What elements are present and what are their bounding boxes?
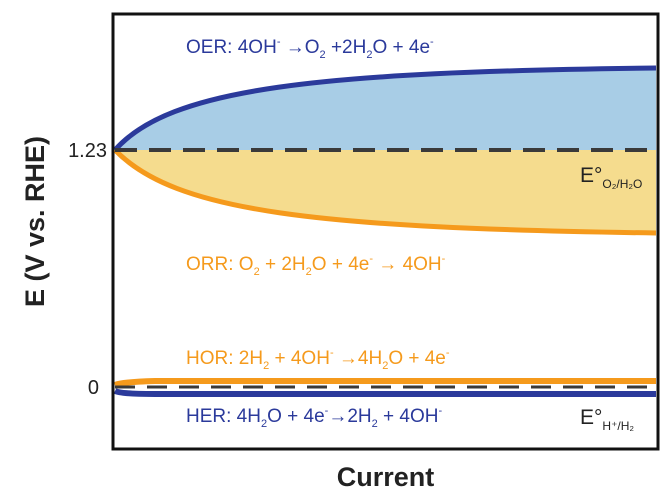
orr-curve xyxy=(113,148,657,236)
reference-label-oxygen: E°O₂/H₂O xyxy=(580,164,642,191)
orr-annotation: ORR: O2 + 2H2O + 4e- → 4OH- xyxy=(186,253,446,278)
oer-curve xyxy=(113,65,657,152)
reference-label-main: E° xyxy=(580,164,602,187)
reference-label-subscript: H⁺/H₂ xyxy=(602,419,634,433)
y-tick-label: 0 xyxy=(88,377,99,399)
x-axis-label: Current xyxy=(337,462,435,492)
y-axis-label: E (V vs. RHE) xyxy=(20,136,50,307)
her-curve xyxy=(113,388,656,397)
oer-annotation: OER: 4OH- →O2 +2H2O + 4e- xyxy=(186,36,434,61)
oer-fill-area xyxy=(115,68,656,150)
y-tick-label: 1.23 xyxy=(68,140,107,162)
her-annotation: HER: 4H2O + 4e-→2H2 + 4OH- xyxy=(186,405,443,430)
hor-curve xyxy=(113,378,656,388)
orr-fill-area xyxy=(115,150,656,233)
hor-annotation: HOR: 2H2 + 4OH- →4H2O + 4e- xyxy=(186,347,450,372)
plot-frame xyxy=(111,12,660,451)
reference-label-hydrogen: E°H⁺/H₂ xyxy=(580,406,634,433)
reference-label-subscript: O₂/H₂O xyxy=(602,177,642,191)
reference-label-main: E° xyxy=(580,406,602,429)
